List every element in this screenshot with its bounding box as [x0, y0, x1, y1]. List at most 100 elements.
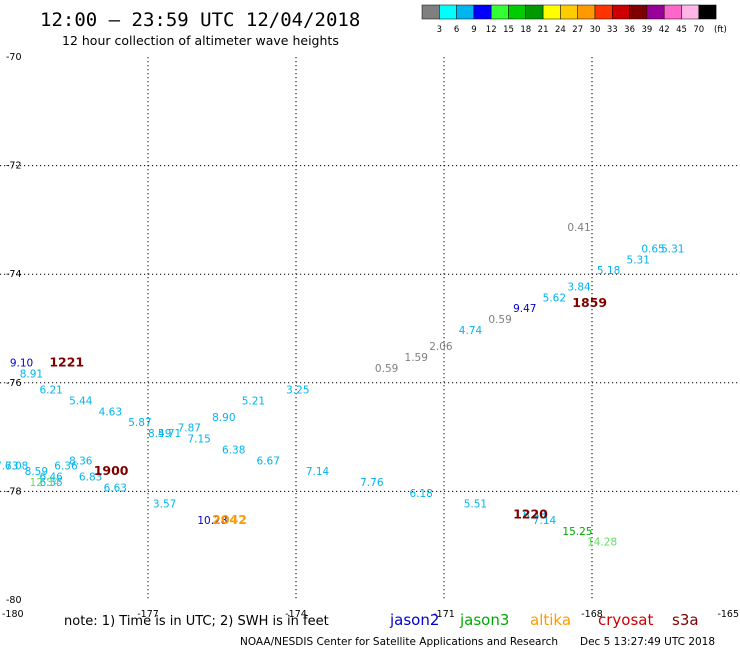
wave-height-label: 0.41 — [567, 222, 590, 234]
colorbar-swatch — [594, 4, 613, 20]
colorbar-swatch — [421, 4, 440, 20]
legend-item-jason2: jason2 — [389, 611, 439, 629]
colorbar-label: 27 — [572, 25, 583, 35]
colorbar-label: 45 — [676, 25, 687, 35]
colorbar-label: 18 — [520, 25, 531, 35]
wave-height-label: 6.43 — [523, 510, 546, 522]
wave-height-label: 1.59 — [405, 352, 428, 364]
wave-height-label: 7.14 — [533, 515, 557, 527]
satellite-legend: jason2 jason3 altika cryosat s3a — [389, 611, 699, 629]
wave-height-label: 5.44 — [69, 396, 93, 408]
wave-height-label: 0.59 — [375, 363, 398, 375]
y-tick-label: -76 — [6, 378, 22, 389]
colorbar-unit: (ft) — [714, 25, 727, 35]
x-tick-label: -177 — [137, 609, 159, 620]
colorbar-label: 3 — [437, 25, 442, 35]
pass-time-label: 1900 — [94, 463, 129, 478]
colorbar-label: 30 — [590, 25, 601, 35]
wave-height-label: 6.55 — [39, 477, 62, 489]
colorbar-label: 42 — [659, 25, 670, 35]
legend-item-jason3: jason3 — [459, 611, 509, 629]
colorbar-swatch — [612, 4, 630, 20]
wave-height-label: 3.57 — [153, 499, 176, 511]
colorbar-label: 39 — [641, 25, 652, 35]
colorbar-label: 15 — [503, 25, 514, 35]
colorbar-label: 24 — [555, 25, 566, 35]
colorbar-swatch — [681, 4, 700, 20]
wave-height-label: 5.62 — [543, 292, 566, 304]
x-tick-label: -174 — [285, 609, 307, 620]
y-tick-label: -80 — [6, 595, 22, 606]
x-tick-label: -168 — [581, 609, 603, 620]
wave-height-label: 14.28 — [587, 537, 617, 549]
pass-time-label: 1220 — [513, 507, 548, 522]
x-tick-label: -165 — [717, 609, 739, 620]
wave-height-label: 6.36 — [54, 461, 78, 473]
corner-label-bottom-left: -180 — [2, 609, 24, 620]
chart-title: 12:00 – 23:59 UTC 12/04/2018 — [40, 9, 360, 31]
wave-height-label: 0.65 — [641, 243, 664, 255]
wave-height-label: 15.25 — [562, 526, 592, 538]
colorbar-label: 21 — [538, 25, 549, 35]
wave-height-label: 5.21 — [242, 396, 265, 408]
wave-height-label: 6.18 — [409, 488, 432, 500]
wave-height-label: 5.51 — [464, 499, 487, 511]
wave-height-label: 6.46 — [39, 472, 63, 484]
wave-height-label: 7.76 — [360, 477, 384, 489]
wave-height-label: 6.63 — [104, 482, 127, 494]
wave-height-label: 4.63 — [99, 406, 122, 418]
wave-height-label: 7.14 — [306, 466, 330, 478]
wave-height-label: 5.31 — [661, 243, 684, 255]
wave-height-label: 5.71 — [158, 428, 181, 440]
legend-item-altika: altika — [530, 611, 571, 629]
wave-height-label: 8.36 — [69, 455, 93, 467]
pass-time-label: 2042 — [212, 512, 247, 527]
wave-height-label: 3.25 — [286, 385, 309, 397]
wave-height-label: 3.84 — [567, 281, 591, 293]
wave-height-label: 7.15 — [187, 434, 210, 446]
wave-height-label: 2.06 — [429, 341, 453, 353]
wave-height-values: 9.108.91 6.21 5.44 4.63 5.878.495.717.877.15… — [0, 222, 684, 549]
wave-height-label: 6.67 — [257, 455, 280, 467]
x-tick-labels: -177 -174 -171 -168 -165 — [137, 609, 739, 620]
x-tick-label: -171 — [433, 609, 455, 620]
colorbar-swatch — [577, 4, 596, 20]
colorbar-swatch — [508, 4, 527, 20]
wave-height-label: 8.49 — [148, 428, 171, 440]
wave-height-label: 6.38 — [222, 444, 245, 456]
y-tick-labels: -72 -74 -76 -78 -80 — [6, 161, 22, 606]
wave-height-label: 5.87 — [128, 417, 151, 429]
pass-time-label: 1221 — [49, 355, 84, 370]
colorbar-swatch — [663, 4, 682, 20]
colorbar-label: 9 — [471, 25, 476, 35]
colorbar-swatch — [456, 4, 475, 20]
wave-height-label: 5.18 — [597, 265, 620, 277]
y-tick-label: -72 — [6, 161, 22, 172]
footer-note: note: 1) Time is in UTC; 2) SWH is in fe… — [64, 614, 329, 629]
y-tick-label: -74 — [6, 269, 22, 280]
y-tick-label: -78 — [6, 486, 22, 497]
wave-height-label: 7.73 — [0, 461, 18, 473]
colorbar-label: 33 — [607, 25, 618, 35]
pass-time-label: 1859 — [572, 295, 607, 310]
grid — [0, 57, 740, 600]
wave-height-label: 5.31 — [627, 254, 650, 266]
wave-height-label: 8.91 — [20, 368, 43, 380]
wave-height-label: 9.10 — [10, 358, 33, 370]
credit-text: NOAA/NESDIS Center for Satellite Applica… — [240, 636, 558, 648]
colorbar-swatch — [560, 4, 578, 20]
wave-height-label: 6.21 — [39, 385, 62, 397]
colorbar-swatch — [439, 4, 457, 20]
wave-height-label: 8.90 — [212, 412, 235, 424]
wave-height-label: 9.47 — [513, 303, 536, 315]
colorbar-label: 36 — [624, 25, 635, 35]
colorbar: 3 6 9 12 15 18 21 24 27 30 33 36 39 42 45 70 — [421, 4, 717, 35]
wave-height-label: 7.87 — [178, 423, 201, 435]
colorbar-label: 12 — [486, 25, 497, 35]
colorbar-swatch — [629, 4, 648, 20]
legend-item-s3a: s3a — [672, 611, 699, 629]
chart-subtitle: 12 hour collection of altimeter wave hei… — [62, 33, 339, 48]
colorbar-swatch — [490, 4, 509, 20]
timestamp-text: Dec 5 13:27:49 UTC 2018 — [580, 636, 715, 648]
